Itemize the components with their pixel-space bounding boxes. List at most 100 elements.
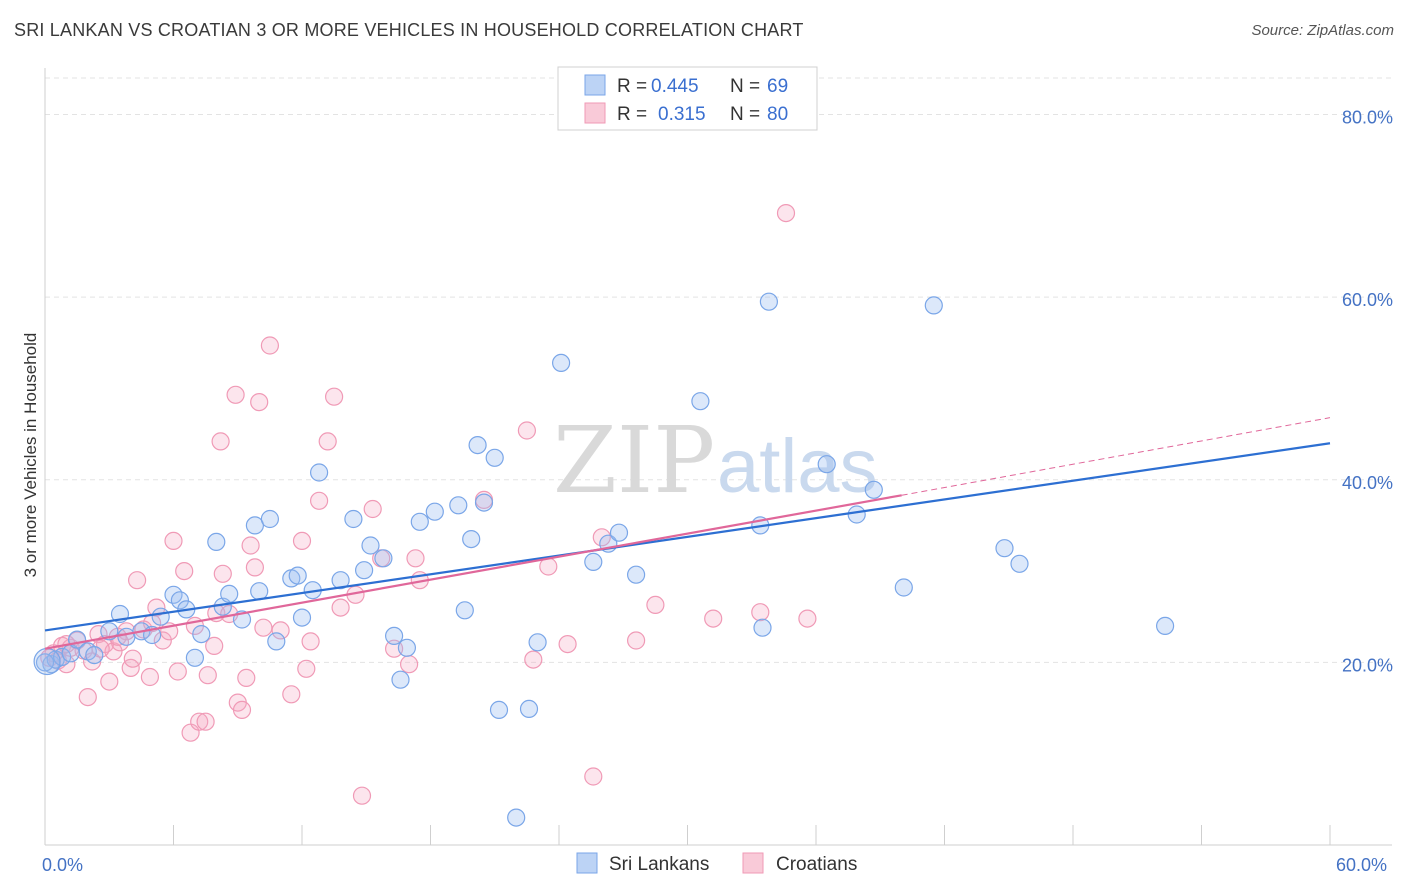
croatian-point bbox=[196, 712, 215, 731]
croatian-point bbox=[776, 204, 796, 223]
croatians-trend-extension bbox=[901, 417, 1331, 496]
croatian-point bbox=[175, 561, 194, 581]
croatian-point bbox=[237, 668, 256, 688]
croatian-point bbox=[310, 491, 329, 510]
sri-lankan-point bbox=[391, 670, 410, 689]
sri-lankan-point bbox=[455, 601, 474, 620]
croatian-point bbox=[331, 598, 350, 617]
croatian-point bbox=[260, 336, 279, 355]
croatian-point bbox=[205, 636, 224, 656]
croatian-point bbox=[147, 598, 166, 617]
sri-lankan-point bbox=[35, 653, 55, 672]
watermark: ZIP atlas bbox=[553, 407, 878, 514]
sri-lankan-point bbox=[260, 509, 279, 529]
sri-lankan-point bbox=[462, 529, 481, 549]
sri-lankan-point bbox=[584, 552, 603, 572]
croatian-point bbox=[363, 499, 382, 519]
croatian-point bbox=[245, 558, 264, 577]
sri-lankan-point bbox=[474, 493, 494, 512]
sri-lankan-point bbox=[220, 584, 239, 604]
croatian-point bbox=[198, 666, 217, 685]
croatian-point bbox=[282, 685, 301, 704]
sri-lankan-point bbox=[151, 607, 170, 626]
croatians-trend-line bbox=[44, 494, 902, 650]
sri-lankan-point bbox=[1155, 616, 1175, 636]
sri-lankan-point bbox=[759, 292, 779, 311]
bottom-legend-croatians: Croatians bbox=[776, 854, 857, 875]
croatian-point bbox=[751, 603, 770, 622]
watermark-atlas: atlas bbox=[717, 424, 878, 509]
sri-lankan-point bbox=[507, 808, 526, 827]
croatian-point bbox=[301, 632, 320, 651]
bottom-legend-swatch-sri-lankans bbox=[576, 852, 598, 874]
sri-lankans-trend-line bbox=[44, 442, 1331, 632]
y-tick-label: 60.0% bbox=[1342, 290, 1393, 310]
sri-lankan-point bbox=[468, 436, 487, 455]
sri-lankan-point bbox=[847, 505, 866, 524]
sri-lankan-point bbox=[33, 647, 61, 676]
croatian-point bbox=[213, 564, 232, 583]
croatian-point bbox=[190, 712, 209, 731]
croatian-point bbox=[297, 659, 316, 678]
sri-lankan-point bbox=[288, 566, 307, 585]
sri-lankan-point bbox=[551, 353, 571, 372]
sri-lankan-point bbox=[207, 532, 226, 552]
croatian-point bbox=[592, 528, 611, 547]
data-points bbox=[33, 204, 1175, 827]
legend-r-value-2: 0.315 bbox=[658, 104, 706, 125]
croatian-point bbox=[704, 609, 723, 628]
croatian-point bbox=[798, 609, 817, 628]
legend-swatch-croatians bbox=[584, 102, 606, 124]
sri-lankan-point bbox=[385, 626, 404, 646]
croatian-point bbox=[406, 549, 425, 568]
croatian-point bbox=[385, 639, 404, 658]
legend-r-value-1: 0.445 bbox=[651, 76, 699, 97]
sri-lankan-point bbox=[374, 549, 393, 568]
croatian-point bbox=[241, 536, 260, 555]
legend-n-value-2: 80 bbox=[767, 104, 788, 125]
grid bbox=[45, 77, 1392, 663]
sri-lankan-point bbox=[626, 565, 646, 584]
sri-lankan-point bbox=[250, 582, 269, 601]
sri-lankan-point bbox=[609, 523, 629, 542]
croatian-point bbox=[211, 432, 230, 451]
sri-lankan-point bbox=[192, 624, 211, 644]
trend-lines bbox=[44, 417, 1331, 650]
y-axis-label: 3 or more Vehicles in Household bbox=[21, 333, 40, 578]
sri-lankan-point bbox=[1010, 554, 1029, 573]
sri-lankan-point bbox=[355, 561, 374, 580]
croatian-point bbox=[584, 767, 603, 786]
croatian-point bbox=[352, 786, 372, 805]
sri-lankan-point bbox=[528, 633, 547, 652]
croatian-point bbox=[318, 432, 337, 451]
sri-lankan-point bbox=[344, 509, 363, 529]
croatian-point bbox=[100, 672, 119, 691]
croatian-point bbox=[164, 531, 183, 551]
sri-lankan-point bbox=[519, 699, 539, 719]
chart-title: SRI LANKAN VS CROATIAN 3 OR MORE VEHICLE… bbox=[14, 20, 804, 40]
croatian-point bbox=[325, 387, 344, 406]
croatian-point bbox=[123, 649, 142, 668]
bottom-legend-sri-lankans: Sri Lankans bbox=[609, 854, 709, 875]
sri-lankan-point bbox=[817, 455, 836, 474]
croatian-point bbox=[232, 700, 252, 720]
sri-lankan-point bbox=[361, 536, 380, 555]
croatian-point bbox=[250, 393, 269, 412]
legend-swatch-sri-lankans bbox=[584, 74, 606, 96]
x-tick-label-max: 60.0% bbox=[1336, 855, 1387, 875]
legend-n-label-2: N = bbox=[730, 104, 760, 125]
croatian-point bbox=[517, 421, 537, 440]
axes bbox=[44, 68, 1392, 846]
croatian-point bbox=[254, 618, 273, 637]
sri-lankan-point bbox=[995, 539, 1014, 558]
croatian-point bbox=[524, 650, 543, 669]
croatian-point bbox=[558, 634, 577, 654]
watermark-zip: ZIP bbox=[553, 407, 715, 514]
sri-lankan-point bbox=[292, 608, 312, 627]
sri-lankan-point bbox=[894, 578, 913, 597]
bottom-legend-swatch-croatians bbox=[742, 852, 764, 874]
croatian-point bbox=[271, 621, 290, 640]
y-tick-label: 20.0% bbox=[1342, 655, 1393, 675]
x-tick-label-min: 0.0% bbox=[42, 855, 83, 875]
sri-lankan-point bbox=[425, 502, 444, 521]
